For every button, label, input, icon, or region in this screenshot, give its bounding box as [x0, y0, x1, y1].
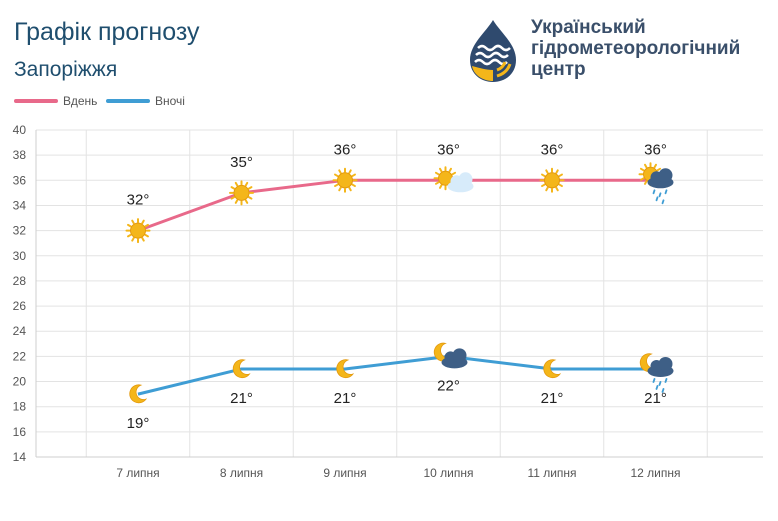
y-tick-label: 24: [13, 324, 27, 338]
chart-title: Графік прогнозу: [14, 18, 200, 46]
sun-icon: [539, 167, 565, 193]
data-label-night: 21°: [230, 390, 253, 407]
x-tick-label: 12 липня: [630, 466, 680, 480]
data-label-day: 36°: [334, 141, 357, 158]
moon-icon: [336, 359, 355, 378]
data-label-night: 19°: [127, 415, 150, 432]
organization-name: Український гідрометеорологічний центр: [531, 17, 771, 80]
x-tick-label: 8 липня: [220, 466, 263, 480]
y-tick-label: 28: [13, 274, 27, 288]
data-label-night: 22°: [437, 377, 460, 394]
moon-icon: [543, 359, 562, 378]
y-tick-label: 38: [13, 148, 27, 162]
y-tick-label: 14: [13, 450, 27, 464]
data-label-day: 36°: [644, 141, 667, 158]
moon-icon: [543, 359, 562, 378]
y-tick-label: 26: [13, 299, 27, 313]
legend-label-night: Вночі: [155, 94, 185, 108]
y-tick-label: 32: [13, 224, 27, 238]
sun-cloud-icon: [433, 166, 474, 193]
x-tick-label: 11 липня: [527, 466, 576, 480]
legend-swatch-night: [106, 99, 150, 103]
legend-item-day[interactable]: Вдень: [14, 94, 97, 108]
y-tick-label: 22: [13, 349, 27, 363]
rain-drops-icon: [652, 378, 668, 393]
x-tick-label: 7 липня: [116, 466, 159, 480]
legend-label-day: Вдень: [63, 94, 98, 108]
data-label-day: 36°: [437, 141, 460, 158]
data-label-night: 21°: [644, 390, 667, 407]
sun-icon: [125, 218, 151, 244]
org-line: Український: [531, 17, 646, 38]
series-line-day: [137, 178, 656, 233]
series-line-night: [137, 354, 656, 396]
moon-rain-cloud-icon: [639, 353, 674, 393]
y-tick-label: 18: [13, 400, 27, 414]
rain-drops-icon: [652, 189, 668, 205]
sun-icon: [229, 180, 254, 206]
data-label-night: 21°: [334, 390, 357, 407]
sun-icon: [229, 180, 254, 206]
moon-icon: [232, 359, 251, 378]
y-tick-label: 40: [13, 123, 27, 137]
org-line: центр: [531, 59, 586, 80]
y-tick-label: 30: [13, 249, 27, 263]
sun-rain-cloud-icon: [638, 162, 674, 205]
data-label-day: 36°: [541, 141, 564, 158]
cloud-icon: [447, 172, 474, 193]
x-tick-label: 10 липня: [423, 466, 473, 480]
moon-cloud-icon: [433, 342, 468, 369]
legend-item-night[interactable]: Вночі: [106, 94, 185, 108]
moon-icon: [129, 384, 148, 404]
city-name: Запоріжжя: [14, 58, 118, 81]
sun-icon: [539, 167, 565, 193]
ugmc-logo-icon: [470, 20, 516, 82]
sun-icon: [332, 167, 358, 193]
y-tick-label: 34: [13, 198, 27, 212]
y-tick-label: 20: [13, 375, 27, 389]
moon-icon: [232, 359, 251, 378]
cloud-icon: [647, 356, 674, 377]
moon-icon: [336, 359, 355, 378]
x-tick-label: 9 липня: [323, 466, 366, 480]
data-label-day: 32°: [127, 192, 150, 209]
sun-icon: [332, 167, 358, 193]
y-tick-label: 16: [13, 425, 27, 439]
legend-swatch-day: [14, 99, 58, 103]
data-label-day: 35°: [230, 154, 253, 171]
data-label-night: 21°: [541, 390, 564, 407]
sun-icon: [125, 218, 151, 244]
cloud-icon: [647, 168, 674, 189]
y-tick-label: 36: [13, 173, 27, 187]
moon-icon: [129, 384, 148, 404]
cloud-icon: [441, 348, 468, 369]
org-line: гідрометеорологічний: [531, 38, 741, 59]
